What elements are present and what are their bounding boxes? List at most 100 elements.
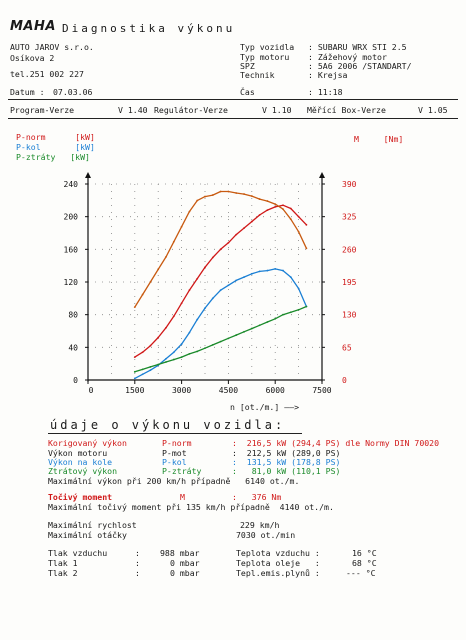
data-point bbox=[165, 361, 167, 363]
data-point bbox=[211, 194, 214, 196]
pressure-1-colon: : bbox=[135, 558, 140, 568]
max-rpm-label: Maximální otáčky bbox=[48, 530, 127, 540]
y-tick-label-left: 160 bbox=[64, 245, 79, 254]
data-point bbox=[266, 321, 269, 323]
data-point bbox=[219, 289, 222, 292]
data-point bbox=[204, 266, 206, 269]
chart-labels: 0 40 80 120 160 200 240 0 65 130 195 260 325 390 0 1500… bbox=[64, 180, 357, 395]
pressure-1-value: 0 mbar bbox=[170, 558, 200, 568]
data-point bbox=[141, 293, 144, 296]
data-point bbox=[149, 344, 152, 347]
data-point bbox=[289, 276, 292, 278]
pressure-2-label: Tlak 2 bbox=[48, 568, 78, 578]
data-point bbox=[196, 318, 199, 321]
data-point bbox=[196, 350, 199, 353]
data-point bbox=[258, 198, 261, 200]
max-rpm-value: 7030 ot./min bbox=[236, 530, 296, 540]
data-point bbox=[180, 356, 183, 359]
document-title: Diagnostika výkonu bbox=[62, 22, 236, 35]
time-label: Čas bbox=[240, 87, 255, 97]
time-value: : 11:18 bbox=[308, 87, 343, 97]
vehicle-type-label: Typ vozidla bbox=[240, 42, 295, 52]
data-point bbox=[297, 287, 300, 290]
chart-axes bbox=[85, 172, 325, 384]
y-tick-label-right: 130 bbox=[342, 311, 357, 320]
data-point bbox=[157, 268, 160, 271]
air-pressure-label: Tlak vzduchu bbox=[48, 548, 108, 558]
y-tick-label-right: 195 bbox=[342, 278, 357, 287]
data-point bbox=[266, 200, 269, 202]
data-point bbox=[204, 195, 206, 198]
y-tick-label-right: 260 bbox=[342, 245, 357, 254]
data-point bbox=[211, 256, 214, 259]
torque-label: Točivý moment bbox=[48, 492, 113, 502]
y-tick-label-left: 120 bbox=[64, 278, 79, 287]
program-version-value: V 1.40 bbox=[118, 105, 148, 115]
data-point bbox=[258, 214, 261, 216]
data-point bbox=[243, 227, 245, 229]
data-point bbox=[243, 276, 245, 278]
data-point bbox=[165, 326, 167, 329]
x-tick-label: 4500 bbox=[219, 386, 238, 395]
data-point bbox=[297, 215, 300, 218]
series-line-p-kol bbox=[134, 268, 307, 379]
y-axis-left-arrow bbox=[85, 172, 91, 178]
result-label: Výkon motoru bbox=[48, 448, 108, 458]
max-power-line: Maximální výkon při 200 km/h případně 61… bbox=[48, 476, 300, 486]
customer-phone: tel.251 002 227 bbox=[10, 69, 84, 79]
customer-name: AUTO JAROV s.r.o. bbox=[10, 42, 94, 52]
regulator-version-label: Regulátor-Verze bbox=[154, 105, 228, 115]
data-point bbox=[211, 343, 214, 346]
result-value: : 216,5 kW (294,4 PS) dle Normy DIN 7002… bbox=[232, 438, 440, 448]
data-point bbox=[149, 366, 152, 368]
data-point bbox=[289, 207, 292, 210]
data-point bbox=[235, 279, 238, 282]
data-point bbox=[235, 334, 238, 336]
legend-pkol: P-kol [kW] bbox=[16, 142, 95, 152]
program-version-label: Program-Verze bbox=[10, 105, 75, 115]
max-speed-label: Maximální rychlost bbox=[48, 520, 137, 530]
data-point bbox=[274, 317, 277, 320]
data-point bbox=[258, 324, 261, 327]
technician-label: Technik bbox=[240, 70, 275, 80]
plate-value: : 5A6 2006 /STANDART/ bbox=[308, 61, 412, 71]
data-point bbox=[165, 255, 167, 258]
air-temp-value: 16 °C bbox=[352, 548, 377, 558]
y-axis-right-arrow bbox=[319, 172, 325, 178]
y-tick-label-right: 325 bbox=[342, 213, 357, 222]
series-line-p-norm bbox=[134, 204, 307, 358]
data-point bbox=[235, 233, 238, 236]
data-point bbox=[250, 327, 253, 330]
data-point bbox=[235, 192, 238, 194]
result-name: P-mot bbox=[162, 448, 187, 458]
result-value: : 81,0 kW (110,1 PS) bbox=[232, 466, 341, 476]
result-value: : 212,5 kW (289,0 PS) bbox=[232, 448, 341, 458]
data-point bbox=[250, 220, 253, 223]
data-point bbox=[196, 199, 199, 202]
maha-logo: MAHA bbox=[10, 19, 56, 34]
data-point bbox=[149, 369, 152, 372]
result-name: P-kol bbox=[162, 457, 187, 467]
data-point bbox=[250, 272, 253, 275]
result-label: Korigovaný výkon bbox=[48, 438, 127, 448]
data-point bbox=[180, 343, 183, 345]
data-point bbox=[282, 269, 284, 272]
plate-label: SPZ bbox=[240, 61, 255, 71]
technician-value: : Krejsa bbox=[308, 70, 348, 80]
data-point bbox=[157, 363, 160, 366]
vehicle-type-value: : SUBARU WRX STI 2.5 bbox=[308, 42, 407, 52]
series-line-p-ztr-ty bbox=[134, 305, 307, 373]
data-point bbox=[305, 247, 308, 250]
data-point bbox=[141, 351, 144, 354]
max-speed-value: 229 km/h bbox=[240, 520, 280, 530]
box-version-label: Měřící Box-Verze bbox=[307, 105, 386, 115]
x-tick-label: 3000 bbox=[172, 386, 191, 395]
y-tick-label-right: 390 bbox=[342, 180, 357, 189]
section-title: údaje o výkonu vozidla: bbox=[50, 418, 286, 432]
data-point bbox=[149, 281, 152, 283]
data-point bbox=[172, 315, 175, 318]
data-point bbox=[305, 305, 308, 308]
air-temp-label: Teplota vzduchu : bbox=[236, 548, 320, 558]
data-point bbox=[289, 218, 292, 221]
data-point bbox=[297, 308, 300, 311]
